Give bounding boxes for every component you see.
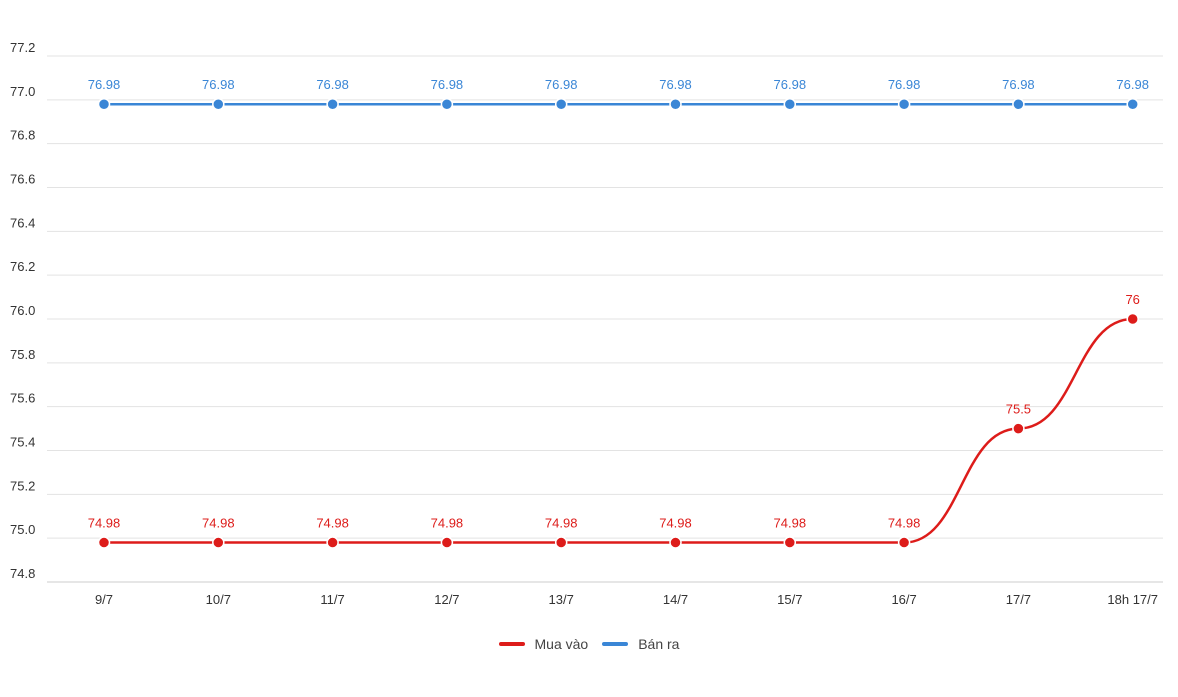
x-tick-label: 11/7	[320, 592, 344, 607]
y-tick-label: 76.8	[10, 128, 35, 143]
y-tick-label: 75.6	[10, 391, 35, 406]
legend-swatch-buy	[498, 642, 525, 646]
data-label: 76.98	[888, 77, 921, 92]
y-tick-label: 75.4	[10, 435, 35, 450]
data-point[interactable]	[897, 536, 911, 549]
legend-swatch-sell	[602, 642, 629, 646]
data-point[interactable]	[440, 536, 454, 549]
data-point[interactable]	[1126, 312, 1139, 326]
series-sell: 76.98 76.98 76.98 76.98 76.98 76.98 76.98 76.98…	[88, 77, 1149, 111]
data-point[interactable]	[212, 536, 225, 549]
x-tick-label: 16/7	[891, 592, 916, 607]
data-point[interactable]	[440, 97, 454, 111]
x-tick-label: 12/7	[434, 592, 459, 607]
data-label: 74.98	[431, 516, 464, 531]
legend-label-sell: Bán ra	[638, 636, 680, 652]
y-tick-label: 75.2	[10, 478, 35, 493]
data-label: 76.98	[316, 77, 349, 92]
data-label: 74.98	[88, 516, 121, 531]
y-tick-label: 75.8	[10, 347, 35, 362]
data-label: 76	[1125, 292, 1139, 307]
y-tick-label: 75.0	[10, 522, 35, 537]
data-point[interactable]	[326, 536, 339, 549]
y-tick-label: 76.2	[10, 259, 35, 274]
data-label: 76.98	[545, 77, 578, 92]
data-point[interactable]	[554, 536, 568, 549]
y-tick-label: 76.6	[10, 172, 35, 187]
data-point[interactable]	[212, 97, 225, 111]
data-label: 76.98	[1002, 77, 1035, 92]
x-axis-ticks: 9/7 10/7 11/7 12/7 13/7 14/7 15/7 16/7 17/7 18h 1…	[95, 592, 1158, 607]
data-label: 74.98	[545, 516, 578, 531]
series-line	[103, 317, 1133, 544]
x-tick-label: 18h 17/7	[1107, 592, 1158, 607]
data-point[interactable]	[326, 97, 339, 111]
data-label: 75.5	[1006, 402, 1031, 417]
data-label: 76.98	[202, 77, 235, 92]
data-label: 76.98	[88, 77, 121, 92]
data-point[interactable]	[97, 97, 111, 111]
y-tick-label: 76.0	[10, 303, 35, 318]
x-tick-label: 9/7	[95, 592, 113, 607]
data-point[interactable]	[1126, 97, 1139, 111]
legend-item-sell[interactable]: Bán ra	[602, 636, 679, 652]
data-point[interactable]	[1012, 97, 1025, 111]
data-label: 76.98	[774, 77, 807, 92]
legend: Mua vào Bán ra	[0, 636, 1178, 652]
series-buy: 74.98 74.98 74.98 74.98 74.98 74.98 74.98 74.98…	[88, 292, 1140, 549]
y-tick-label: 77.2	[10, 40, 35, 55]
x-tick-label: 14/7	[663, 592, 688, 607]
y-tick-label: 77.0	[10, 84, 35, 99]
y-tick-label: 74.8	[10, 566, 35, 581]
x-tick-label: 13/7	[549, 592, 574, 607]
line-chart: 74.8 75.0 75.2 75.4 75.6 75.8 76.0 76.2 76.4 76.6…	[10, 40, 1163, 607]
legend-item-buy[interactable]: Mua vào	[498, 636, 589, 652]
data-label: 74.98	[316, 516, 349, 531]
series-group: 74.98 74.98 74.98 74.98 74.98 74.98 74.98 74.98…	[88, 77, 1149, 549]
x-tick-label: 15/7	[777, 592, 802, 607]
legend-label-buy: Mua vào	[534, 636, 589, 652]
x-tick-label: 17/7	[1006, 592, 1031, 607]
data-point[interactable]	[1012, 422, 1025, 435]
y-tick-label: 76.4	[10, 215, 35, 230]
data-label: 76.98	[431, 77, 464, 92]
data-point[interactable]	[783, 536, 797, 549]
data-label: 74.98	[888, 516, 921, 531]
grid-lines	[47, 55, 1163, 583]
data-label: 76.98	[659, 77, 692, 92]
data-point[interactable]	[669, 97, 682, 111]
data-point[interactable]	[669, 536, 682, 549]
data-label: 74.98	[774, 516, 807, 531]
data-label: 76.98	[1116, 77, 1149, 92]
data-point[interactable]	[897, 97, 911, 111]
x-tick-label: 10/7	[206, 592, 231, 607]
data-label: 74.98	[659, 516, 692, 531]
data-point[interactable]	[97, 536, 111, 549]
data-point[interactable]	[554, 97, 568, 111]
y-axis-ticks: 74.8 75.0 75.2 75.4 75.6 75.8 76.0 76.2 76.4 76.6…	[10, 40, 35, 581]
data-label: 74.98	[202, 516, 235, 531]
data-point[interactable]	[783, 97, 797, 111]
